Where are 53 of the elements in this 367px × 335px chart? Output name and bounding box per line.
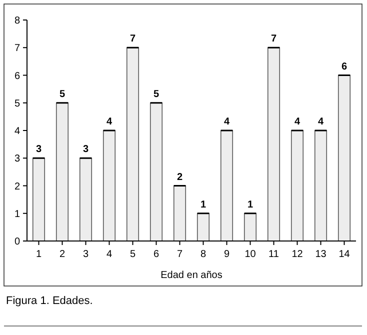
x-tick-label: 2 (59, 249, 66, 260)
data-label: 6 (341, 61, 348, 72)
data-label: 4 (318, 116, 324, 128)
y-tick-label: 4 (14, 126, 20, 137)
bar (220, 130, 234, 242)
bar (56, 102, 69, 242)
x-tick-label: 14 (338, 249, 350, 260)
y-tick-label: 6 (14, 70, 20, 82)
data-label: 4 (294, 116, 300, 128)
bar (314, 130, 328, 242)
y-tick-label: 0 (14, 236, 20, 248)
data-label: 1 (247, 199, 254, 210)
bar (173, 185, 186, 242)
bar (290, 130, 304, 242)
bar (196, 212, 210, 242)
y-tick-label: 5 (14, 98, 20, 110)
data-label: 3 (36, 144, 42, 156)
x-tick-label: 10 (244, 249, 256, 260)
x-tick-label: 8 (200, 249, 206, 260)
x-tick-label: 6 (153, 249, 160, 260)
bar (102, 130, 116, 242)
x-tick-label: 9 (224, 249, 230, 260)
data-label: 5 (153, 88, 160, 100)
data-label: 2 (176, 172, 183, 183)
data-label: 7 (270, 34, 277, 45)
data-label: 4 (224, 116, 230, 128)
x-tick-label: 3 (82, 249, 89, 260)
y-tick-label: 2 (14, 181, 20, 192)
x-axis-title: Edad en años (160, 270, 222, 281)
x-tick-label: 12 (292, 249, 304, 260)
x-tick-label: 1 (36, 249, 42, 260)
data-label: 1 (200, 199, 206, 210)
bar (150, 102, 163, 242)
bar (79, 158, 92, 242)
y-tick-label: 1 (14, 208, 20, 220)
bar (126, 47, 140, 242)
data-label: 5 (59, 88, 66, 100)
x-tick-label: 11 (268, 249, 280, 260)
y-tick-label: 3 (14, 154, 20, 165)
data-label: 4 (106, 116, 112, 128)
bar (244, 212, 257, 242)
data-label: 3 (82, 144, 89, 156)
x-tick-label: 7 (176, 249, 183, 260)
x-tick-label: 13 (315, 249, 327, 260)
text: Figura 1. Edades. (6, 295, 93, 307)
y-tick-label: 7 (14, 43, 20, 54)
x-tick-label: 5 (130, 249, 136, 260)
y-tick-label: 8 (14, 16, 20, 26)
bar (267, 47, 280, 242)
x-tick-label: 4 (106, 249, 112, 260)
data-label: 7 (130, 34, 136, 45)
bar (32, 158, 46, 242)
bar (338, 74, 351, 242)
